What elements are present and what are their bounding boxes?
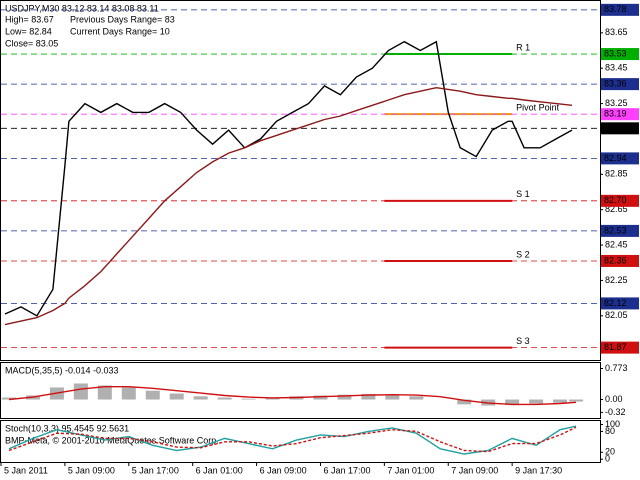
price-label: 82.70 xyxy=(604,195,627,205)
price-label: 82.36 xyxy=(604,255,627,265)
panel-title: Stoch(10,3,3) 95.4545 92.5631 xyxy=(5,423,129,433)
price-label: 83.11 xyxy=(604,123,626,133)
price-label: 82.53 xyxy=(604,225,627,235)
y-tick-label: 82.05 xyxy=(605,310,628,320)
histogram-bar xyxy=(457,399,472,405)
y-tick-label: 0 xyxy=(605,454,610,464)
histogram-bar xyxy=(217,397,232,400)
price-box xyxy=(601,297,639,310)
histogram-bar xyxy=(529,399,544,404)
histogram-bar xyxy=(265,397,280,400)
histogram-bar xyxy=(361,393,376,400)
x-tick-label: 5 Jan 09:00 xyxy=(68,465,115,475)
price-box xyxy=(601,3,639,16)
level-label: S 1 xyxy=(516,189,530,199)
stoch-panel xyxy=(0,420,601,463)
y-tick-label: 80 xyxy=(605,426,615,436)
series-line xyxy=(8,425,577,455)
x-tick-label: 6 Jan 17:00 xyxy=(323,465,370,475)
y-tick-label: 100 xyxy=(605,419,620,429)
price-label: 83.78 xyxy=(604,4,627,14)
series-line xyxy=(4,40,573,317)
price-box xyxy=(601,224,639,237)
x-tick-label: 9 Jan 17:30 xyxy=(515,465,562,475)
price-label: 82.94 xyxy=(604,153,627,163)
y-tick-label: 82.45 xyxy=(605,239,628,249)
level-label: S 2 xyxy=(516,249,530,259)
footer: BMP-Meta, © 2001-2010 MetaQuotes Softwar… xyxy=(5,435,219,445)
x-tick-label: 5 Jan 17:00 xyxy=(132,465,179,475)
histogram-bar xyxy=(569,399,584,402)
series-line xyxy=(8,386,577,406)
price-label: 83.53 xyxy=(604,48,627,58)
price-box xyxy=(601,341,639,354)
histogram-bar xyxy=(505,399,520,406)
histogram-bar xyxy=(553,399,568,403)
price-box xyxy=(601,194,639,207)
y-tick-label: 0.773 xyxy=(605,363,628,373)
y-tick-label: 83.65 xyxy=(605,27,628,37)
level-label: S 3 xyxy=(516,336,530,346)
histogram-bar xyxy=(169,393,184,400)
series-line xyxy=(8,426,577,453)
x-tick-label: 7 Jan 01:00 xyxy=(387,465,434,475)
price-box xyxy=(601,152,639,165)
y-tick-label: 82.25 xyxy=(605,275,628,285)
price-box xyxy=(601,78,639,91)
histogram-bar xyxy=(121,387,136,400)
y-tick-label: 82.85 xyxy=(605,169,628,179)
x-tick-label: 5 Jan 2011 xyxy=(4,465,48,475)
price-label: 83.36 xyxy=(604,78,627,88)
price-label: 83.19 xyxy=(604,109,627,119)
info-text: Previous Days Range= 83 xyxy=(70,14,175,24)
price-box xyxy=(601,48,639,61)
price-panel xyxy=(0,0,601,361)
histogram-bar xyxy=(1,397,16,400)
histogram-bar xyxy=(409,396,424,400)
level-label: Pivot Point xyxy=(516,103,560,113)
y-tick-label: 83.25 xyxy=(605,98,628,108)
x-tick-label: 6 Jan 09:00 xyxy=(260,465,307,475)
price-box xyxy=(601,122,639,135)
histogram-bar xyxy=(97,385,112,400)
chart-title: USDJPY,M30 83.12 83.14 83.08 83.11 xyxy=(5,3,159,13)
price-box xyxy=(601,254,639,267)
price-label: 81.87 xyxy=(604,342,627,352)
info-text: High= 83.67 xyxy=(5,14,54,24)
price-box xyxy=(601,108,639,121)
histogram-bar xyxy=(241,398,256,400)
histogram-bar xyxy=(337,394,352,400)
level-label: R 1 xyxy=(516,42,530,52)
x-tick-label: 6 Jan 01:00 xyxy=(196,465,243,475)
histogram-bar xyxy=(193,396,208,400)
series-line xyxy=(4,86,573,326)
y-tick-label: -0.32 xyxy=(605,407,626,417)
y-tick-label: 20 xyxy=(605,447,615,457)
price-label: 82.12 xyxy=(604,298,627,308)
histogram-bar xyxy=(313,395,328,400)
histogram-bar xyxy=(73,383,88,400)
macd-panel xyxy=(0,362,601,419)
histogram-bar xyxy=(145,390,160,400)
x-tick-label: 7 Jan 09:00 xyxy=(451,465,498,475)
info-text: Low= 82.84 xyxy=(5,26,52,36)
y-tick-label: 0.00 xyxy=(605,394,623,404)
histogram-bar xyxy=(385,394,400,400)
panel-title: MACD(5,35,5) -0.014 -0.033 xyxy=(5,365,119,375)
info-text: Close= 83.05 xyxy=(5,38,58,48)
y-tick-label: 82.65 xyxy=(605,204,628,214)
info-text: Current Days Range= 10 xyxy=(70,26,170,36)
y-tick-label: 83.45 xyxy=(605,63,628,73)
